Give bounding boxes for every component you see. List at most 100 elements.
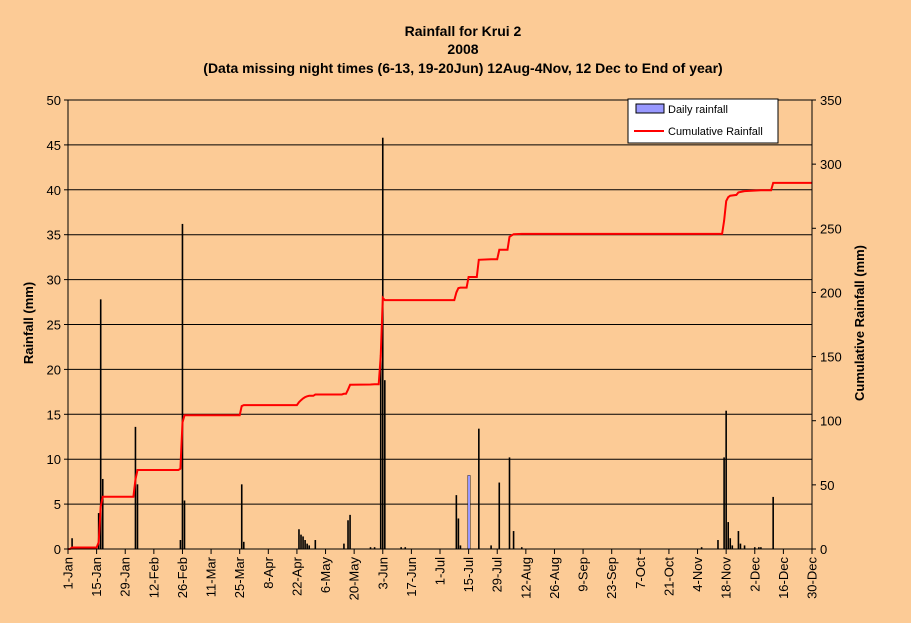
x-tick-label: 12-Feb (146, 557, 161, 598)
rainfall-bar (760, 547, 762, 549)
y-tick-label: 45 (47, 138, 61, 153)
rainfall-bar (183, 500, 186, 549)
rainfall-bar (772, 496, 774, 549)
x-tick-label: 22-Apr (289, 556, 304, 596)
rainfall-bar (347, 520, 349, 549)
rainfall-bar (302, 536, 304, 549)
rainfall-bar (467, 475, 471, 550)
rainfall-bar (459, 545, 462, 549)
rainfall-bar (457, 518, 460, 549)
x-tick-label: 8-Apr (261, 556, 276, 588)
rainfall-bar (512, 531, 515, 549)
chart-subtitle-note: (Data missing night times (6-13, 19-20Ju… (203, 60, 722, 76)
y2-tick-label: 0 (820, 542, 827, 557)
rainfall-bar (717, 540, 719, 549)
rainfall-bar (136, 484, 139, 549)
x-tick-label: 25-Mar (232, 556, 247, 598)
legend: Daily rainfall Cumulative Rainfall (627, 98, 779, 144)
rainfall-bar (700, 547, 703, 549)
chart-subtitle-year: 2008 (447, 41, 478, 57)
x-tick-label: 11-Mar (204, 556, 219, 597)
rainfall-bar (369, 547, 372, 549)
x-tick-label: 16-Dec (776, 557, 791, 599)
x-tick-label: 15-Jul (461, 557, 476, 593)
rainfall-bar (343, 543, 345, 549)
rainfall-bar (739, 543, 742, 549)
y2-tick-label: 200 (820, 285, 842, 300)
y2-tick-label: 100 (820, 414, 842, 429)
y2-tick-label: 50 (820, 478, 834, 493)
x-axis-tick-labels: 1-Jan 15-Jan 29-Jan 12-Feb 26-Feb 11-Mar 25-Ma… (61, 556, 820, 600)
x-tick-label: 26-Feb (175, 557, 190, 598)
x-tick-label: 12-Aug (518, 557, 533, 599)
rainfall-bar (181, 223, 184, 549)
rainfall-bar (743, 545, 746, 549)
y-tick-label: 35 (47, 228, 61, 243)
x-tick-label: 18-Nov (719, 557, 734, 599)
y-tick-label: 25 (47, 318, 61, 333)
legend-swatch-daily-rainfall (635, 103, 665, 114)
y-tick-label: 50 (47, 93, 61, 108)
rainfall-bar (727, 522, 729, 549)
y-tick-label: 40 (47, 183, 61, 198)
y2-tick-label: 350 (820, 93, 842, 108)
x-tick-label: 3-Jun (375, 557, 390, 590)
y-tick-label: 5 (54, 497, 61, 512)
x-tick-label: 30-Dec (805, 557, 820, 599)
rainfall-bar (753, 547, 756, 549)
rainfall-bar (373, 547, 376, 549)
rainfall-bar (490, 545, 492, 549)
rainfall-bar (404, 547, 407, 549)
rainfall-bar (99, 299, 102, 549)
chart-title: Rainfall for Krui 2 (405, 23, 522, 39)
rainfall-bar (306, 543, 308, 549)
x-tick-label: 2-Dec (747, 557, 762, 592)
chart-titles: Rainfall for Krui 2 2008 (Data missing n… (203, 23, 722, 76)
rainfall-bar (314, 540, 317, 549)
rainfall-bar (400, 547, 402, 549)
x-tick-label: 1-Jul (433, 557, 448, 585)
y-tick-label: 30 (47, 273, 61, 288)
rainfall-bar (520, 547, 523, 549)
axes (64, 99, 816, 554)
rainfall-bar (455, 495, 458, 549)
x-tick-label: 29-Jan (118, 557, 133, 597)
x-tick-label: 21-Oct (661, 557, 676, 596)
x-tick-label: 20-May (347, 557, 362, 601)
rainfall-bar (478, 428, 480, 549)
rainfall-bar (729, 538, 732, 549)
cumulative-line-path (68, 181, 812, 550)
rainfall-bar (508, 457, 511, 549)
legend-label-cumulative-rainfall: Cumulative Rainfall (668, 126, 763, 138)
rainfall-bar (723, 457, 725, 549)
rainfall-bar (381, 137, 384, 549)
x-tick-label: 6-May (318, 557, 333, 594)
y2-tick-label: 150 (820, 350, 842, 365)
rainfall-bar (731, 545, 734, 549)
x-tick-label: 9-Sep (576, 557, 591, 592)
rainfall-bar (300, 534, 302, 549)
y-axis-label: Rainfall (mm) (21, 282, 36, 364)
y2-tick-label: 250 (820, 221, 842, 236)
rainfall-bar (384, 380, 386, 549)
rainfall-bar (101, 478, 104, 549)
rainfall-bar (240, 484, 243, 549)
rainfall-bar (71, 538, 73, 549)
rainfall-bar (349, 514, 351, 549)
rainfall-bar (758, 547, 760, 549)
x-tick-label: 4-Nov (690, 557, 705, 592)
x-tick-label: 1-Jan (61, 557, 76, 590)
legend-label-daily-rainfall: Daily rainfall (668, 104, 728, 116)
x-tick-label: 23-Sep (604, 557, 619, 599)
y-tick-label: 0 (54, 542, 61, 557)
x-tick-label: 29-Jul (490, 557, 505, 593)
cumulative-rainfall-line (68, 181, 812, 550)
rainfall-bar (725, 410, 727, 549)
y-tick-label: 10 (47, 452, 61, 467)
y-tick-label: 15 (47, 407, 61, 422)
rainfall-bar (308, 545, 310, 549)
x-tick-label: 17-Jun (404, 557, 419, 597)
x-tick-label: 26-Aug (547, 557, 562, 599)
